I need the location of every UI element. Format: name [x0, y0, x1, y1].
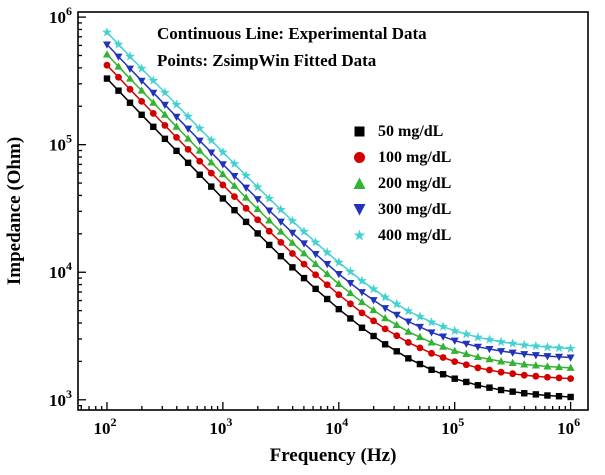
legend-item-200-mgdl: 200 mg/dL [352, 174, 451, 193]
series-300-mg-dl [102, 41, 575, 362]
legend-item-100-mgdl: 100 mg/dL [352, 148, 451, 167]
series-50-mg-dl [103, 75, 574, 401]
legend-label: 100 mg/dL [378, 148, 452, 166]
legend-item-400-mgdl: 400 mg/dL [352, 226, 451, 245]
x-axis-title: Frequency (Hz) [270, 445, 397, 466]
legend-marker-square-icon [354, 126, 365, 137]
legend-label: 300 mg/dL [378, 200, 452, 218]
annotation-line-2: Points: ZsimpWin Fitted Data [157, 51, 377, 70]
legend-label: 50 mg/dL [378, 122, 444, 140]
series-200-mg-dl [102, 50, 575, 371]
annotation-line-1: Continuous Line: Experimental Data [157, 24, 427, 43]
legend-marker-triangle-down-icon [353, 204, 366, 216]
legend-item-300-mgdl: 300 mg/dL [352, 200, 451, 219]
series-100-mg-dl [103, 61, 575, 383]
series-400-mg-dl [102, 27, 576, 353]
x-tick-label: 102 [93, 415, 116, 438]
y-tick-label: 106 [49, 4, 72, 27]
axis-ticks [78, 16, 572, 410]
annotation: Continuous Line: Experimental Data Point… [157, 20, 427, 74]
legend-marker-triangle-up-icon [353, 177, 366, 189]
legend-label: 200 mg/dL [378, 174, 452, 192]
x-tick-label: 103 [209, 415, 232, 438]
y-axis-title: Impedance (Ohm) [4, 137, 25, 285]
x-tick-label: 106 [557, 415, 580, 438]
x-tick-label: 104 [325, 415, 348, 438]
y-tick-label: 105 [49, 132, 72, 155]
legend-marker-star-icon [353, 229, 366, 241]
y-tick-label: 104 [49, 259, 72, 282]
legend-label: 400 mg/dL [378, 226, 452, 244]
legend: 50 mg/dL 100 mg/dL 200 mg/dL 300 mg/dL 4… [352, 122, 451, 245]
x-tick-label: 105 [441, 415, 464, 438]
legend-item-50-mgdl: 50 mg/dL [352, 122, 451, 141]
legend-marker-circle-icon [354, 152, 365, 163]
y-tick-label: 103 [49, 387, 72, 410]
